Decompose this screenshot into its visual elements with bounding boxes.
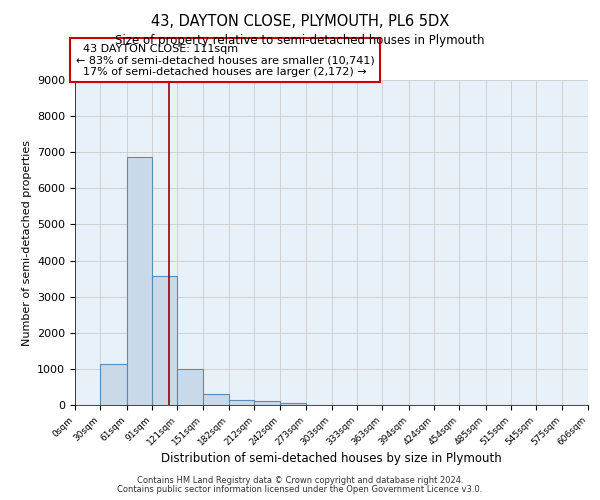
Bar — [203, 394, 229, 405]
Text: Size of property relative to semi-detached houses in Plymouth: Size of property relative to semi-detach… — [115, 34, 485, 47]
Text: 43 DAYTON CLOSE: 111sqm
← 83% of semi-detached houses are smaller (10,741)
  17%: 43 DAYTON CLOSE: 111sqm ← 83% of semi-de… — [76, 44, 374, 76]
Text: Contains HM Land Registry data © Crown copyright and database right 2024.: Contains HM Land Registry data © Crown c… — [137, 476, 463, 485]
Bar — [178, 369, 203, 405]
Bar — [152, 276, 178, 405]
Bar — [280, 402, 306, 405]
Bar — [127, 156, 152, 405]
Bar — [100, 364, 127, 405]
X-axis label: Distribution of semi-detached houses by size in Plymouth: Distribution of semi-detached houses by … — [161, 452, 502, 466]
Y-axis label: Number of semi-detached properties: Number of semi-detached properties — [22, 140, 32, 346]
Text: Contains public sector information licensed under the Open Government Licence v3: Contains public sector information licen… — [118, 485, 482, 494]
Bar — [254, 401, 280, 405]
Bar — [229, 400, 254, 405]
Text: 43, DAYTON CLOSE, PLYMOUTH, PL6 5DX: 43, DAYTON CLOSE, PLYMOUTH, PL6 5DX — [151, 14, 449, 29]
